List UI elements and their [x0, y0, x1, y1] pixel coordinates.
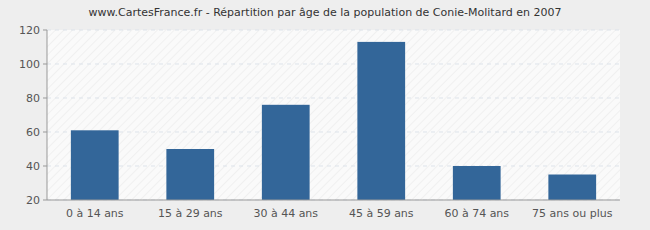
y-tick-label: 100 [19, 58, 40, 71]
bar [262, 105, 310, 200]
y-tick-label: 40 [26, 160, 40, 173]
x-axis [47, 200, 620, 201]
grid-line [47, 200, 620, 201]
x-tick-label: 45 à 59 ans [349, 207, 414, 220]
y-tick-label: 20 [26, 194, 40, 207]
x-tick-label: 75 ans ou plus [532, 207, 613, 220]
y-tick [43, 98, 47, 99]
bar [453, 166, 501, 200]
bar [166, 149, 214, 200]
y-tick [43, 64, 47, 65]
grid-line [47, 30, 620, 31]
bar [548, 175, 596, 201]
y-tick [43, 132, 47, 133]
background [0, 0, 650, 230]
grid-line [47, 64, 620, 65]
bars [71, 42, 596, 200]
bar [357, 42, 405, 200]
y-tick [43, 166, 47, 167]
grid-line [47, 98, 620, 99]
y-tick-label: 120 [19, 24, 40, 37]
title: www.CartesFrance.fr - Répartition par âg… [89, 6, 562, 19]
plot-area [47, 30, 620, 200]
y-tick [43, 200, 47, 201]
chart-svg: www.CartesFrance.fr - Répartition par âg… [0, 0, 650, 230]
x-tick-label: 0 à 14 ans [66, 207, 124, 220]
x-tick-label: 30 à 44 ans [253, 207, 318, 220]
bar [71, 130, 119, 200]
y-tick-label: 60 [26, 126, 40, 139]
y-tick [43, 30, 47, 31]
y-axis [47, 30, 48, 200]
chart-container: www.CartesFrance.fr - Répartition par âg… [0, 0, 650, 230]
x-tick-label: 15 à 29 ans [158, 207, 223, 220]
x-tick-label: 60 à 74 ans [444, 207, 509, 220]
grid-line [47, 166, 620, 167]
grid-line [47, 132, 620, 133]
y-tick-label: 80 [26, 92, 40, 105]
